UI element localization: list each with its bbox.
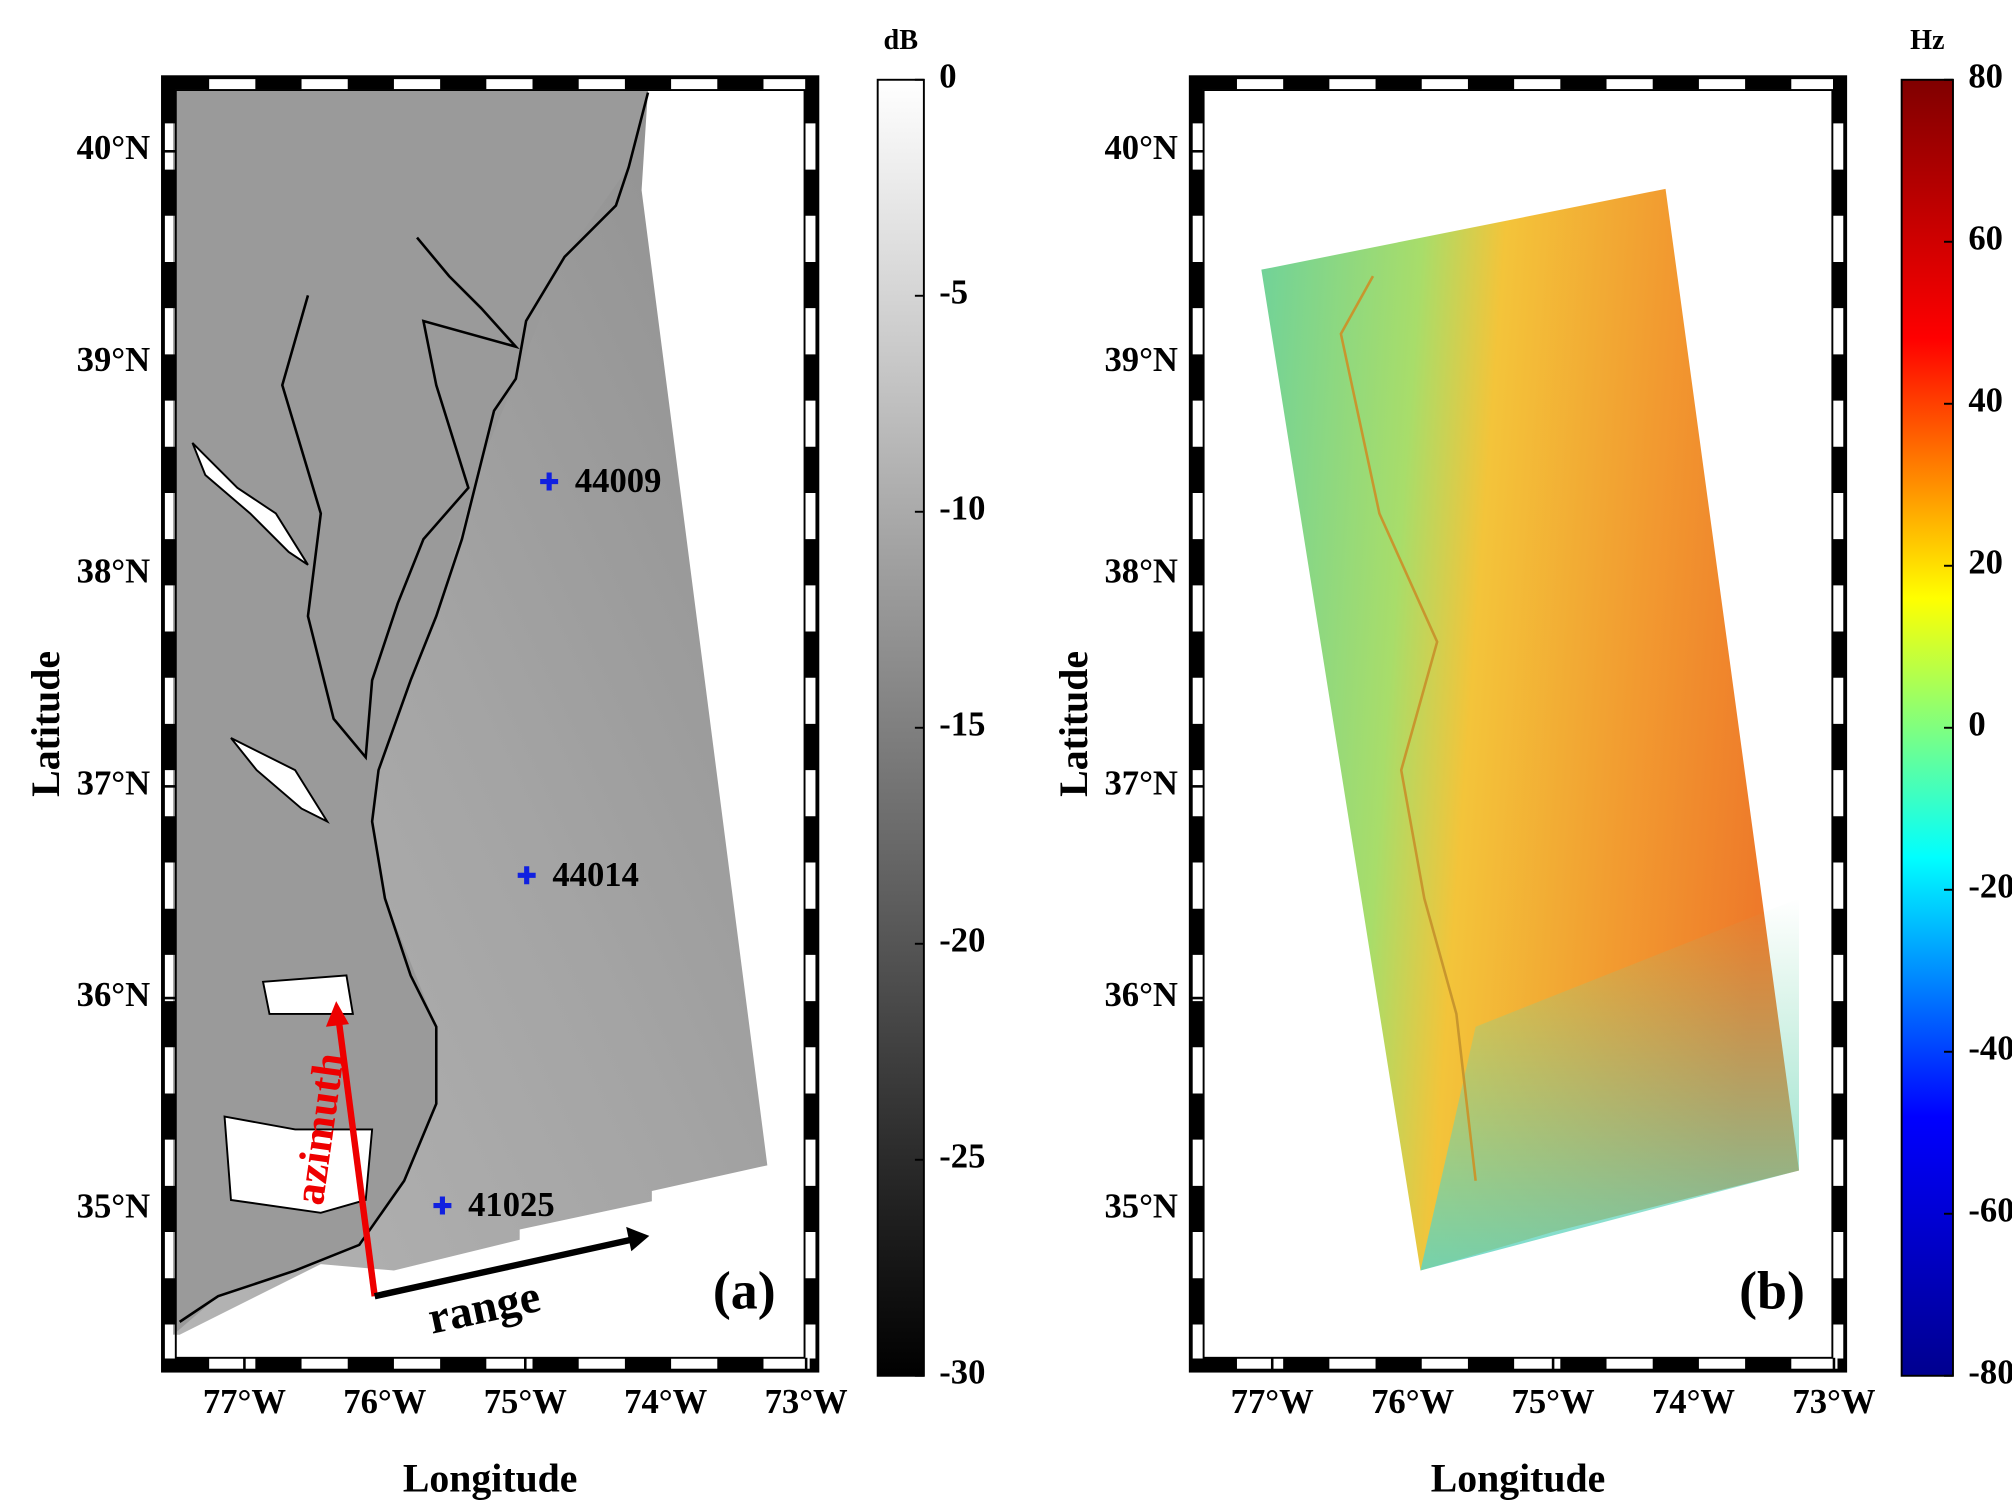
land [173,90,648,1335]
x-tick-label: 74°W [624,1383,707,1421]
map-frame [161,75,820,1373]
y-axis-label: Latitude [24,651,68,797]
x-tick-label: 74°W [1652,1383,1735,1421]
colorbar-tick-label: 80 [1968,58,2003,96]
colorbar-tick-label: -20 [1968,868,2012,906]
y-tick-label: 37°N [77,764,150,802]
y-tick-label: 39°N [1104,341,1177,379]
colorbar-tick-label: -15 [939,706,985,744]
coastline [178,92,650,1323]
buoy-label: 41025 [468,1186,555,1224]
bay-shore [280,236,520,761]
x-axis-label: Longitude [1431,1456,1606,1500]
buoy-label: 44009 [575,462,662,500]
range-arrow [373,1236,633,1300]
colorbar-tick-label: 20 [1968,544,2003,582]
buoy-marker [540,472,559,491]
x-tick-label: 77°W [1231,1383,1314,1421]
x-tick-label: 76°W [1371,1383,1454,1421]
y-tick-label: 36°N [77,976,150,1014]
panel-label: (a) [713,1261,776,1321]
colorbar-tick-label: -30 [939,1354,985,1392]
front [1339,275,1477,1181]
colorbar-tick-label: -25 [939,1138,985,1176]
x-tick-label: 75°W [484,1383,567,1421]
colorbar-tick-label: -20 [939,922,985,960]
colorbar-tick-label: 60 [1968,220,2003,258]
colorbar-unit: Hz [1910,25,1944,56]
azimuth-arrowhead [325,1001,350,1027]
x-axis-label: Longitude [403,1456,578,1500]
y-tick-label: 35°N [1104,1188,1177,1226]
y-tick-label: 36°N [1104,976,1177,1014]
x-tick-label: 76°W [343,1383,426,1421]
colorbar-tick-label: -5 [939,274,968,312]
colorbar-tick-label: -80 [1968,1354,2012,1392]
doppler-south [1420,898,1799,1271]
panel-label: (b) [1739,1261,1805,1321]
colorbar-tick-label: -40 [1968,1030,2012,1068]
y-tick-label: 35°N [77,1188,150,1226]
map-frame-inner [1202,89,1834,1359]
x-tick-label: 73°W [765,1383,848,1421]
map-frame [1188,75,1848,1373]
azimuth-arrow [335,1019,378,1297]
map-frame-inner [174,89,806,1359]
colorbar-tick-label: -10 [939,490,985,528]
y-tick-label: 40°N [77,129,150,167]
range-arrowhead [626,1226,650,1252]
colorbar-tick-label: -60 [1968,1192,2012,1230]
colorbar-tick-label: 0 [1968,706,1985,744]
colorbar-tick-label: 40 [1968,382,2003,420]
buoy-label: 44014 [552,856,639,894]
y-tick-label: 38°N [1104,553,1177,591]
buoy-marker [433,1196,452,1215]
x-tick-label: 75°W [1512,1383,1595,1421]
y-tick-label: 38°N [77,553,150,591]
y-tick-label: 39°N [77,341,150,379]
x-tick-label: 77°W [203,1383,286,1421]
y-tick-label: 37°N [1104,764,1177,802]
buoy-marker [517,866,536,885]
x-tick-label: 73°W [1792,1383,1875,1421]
colorbar-unit: dB [884,25,919,56]
y-tick-label: 40°N [1104,129,1177,167]
colorbar-tick-label: 0 [939,58,956,96]
y-axis-label: Latitude [1052,651,1096,797]
